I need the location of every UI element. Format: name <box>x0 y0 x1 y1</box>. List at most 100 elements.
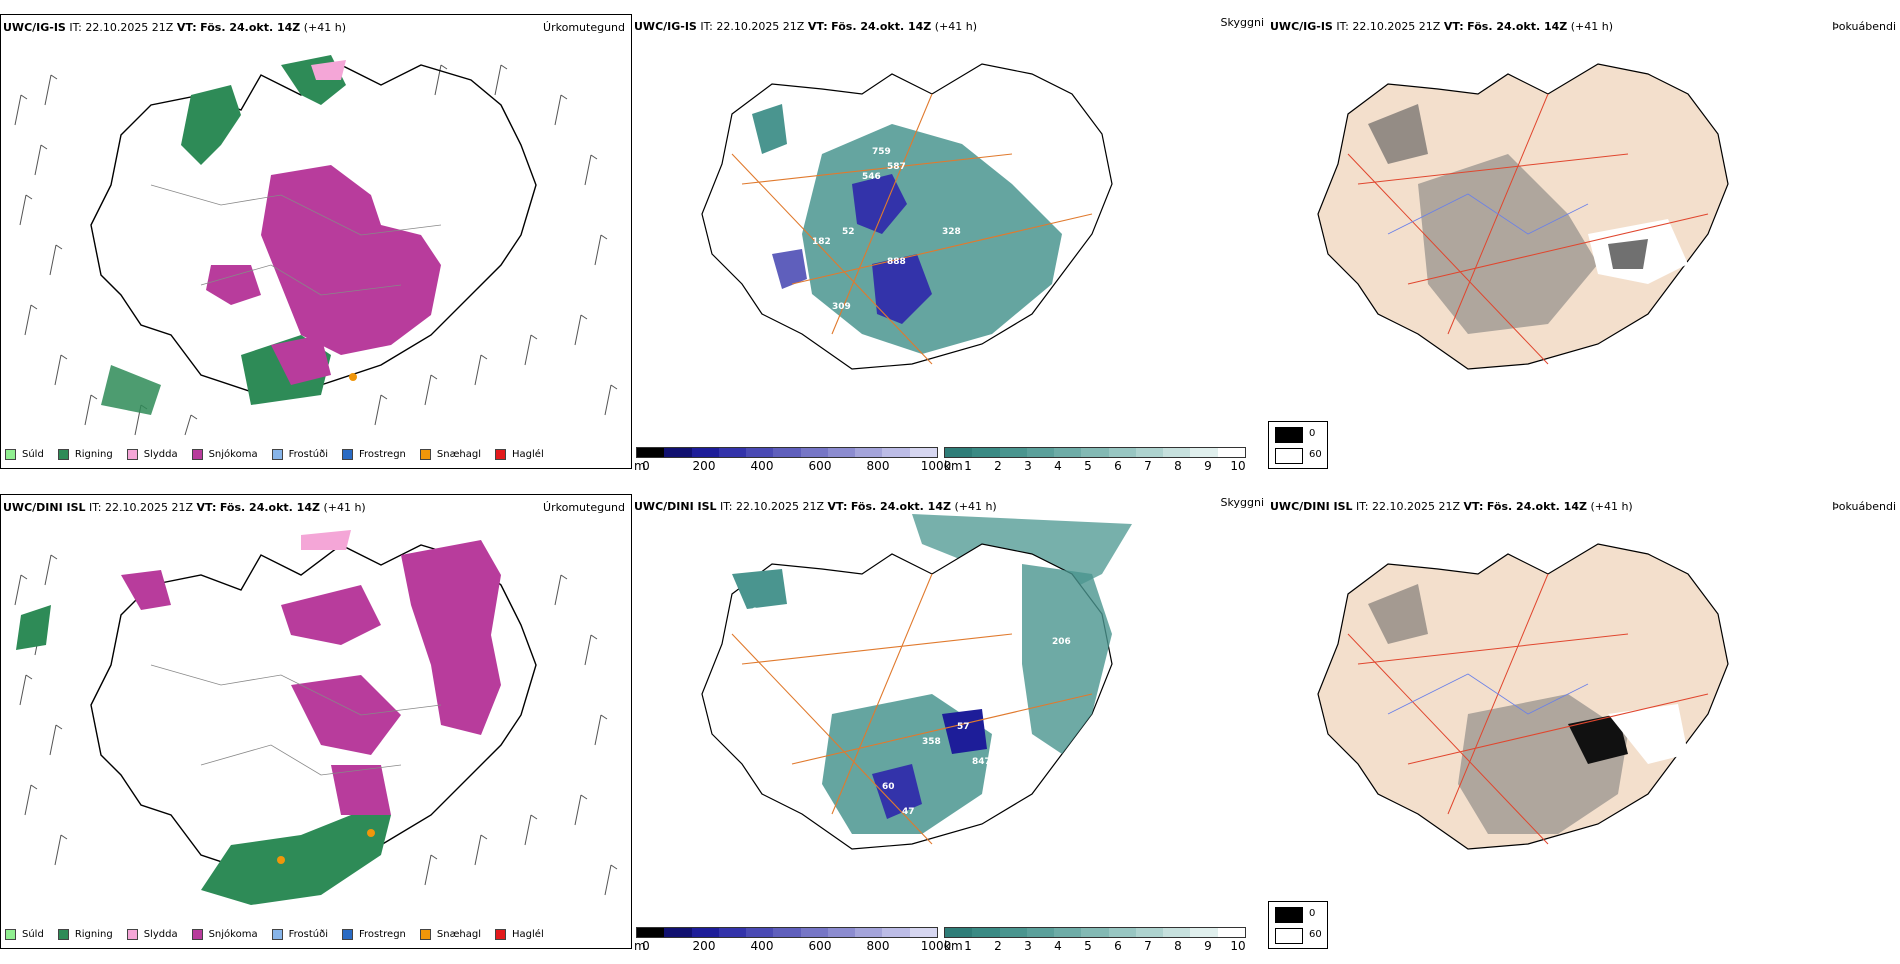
colorbar-tick: 6 <box>1114 459 1122 473</box>
precip-map <box>14 55 618 436</box>
map-label: 546 <box>862 172 881 182</box>
colorbar-tick: 9 <box>1204 459 1212 473</box>
legend-item: Frostregn <box>342 448 406 460</box>
colorbar-segment <box>909 928 937 937</box>
colorbar-tick: 400 <box>750 459 774 473</box>
map-label: 358 <box>922 737 941 747</box>
panel-header: UWC/IG-IS IT: 22.10.2025 21Z VT: Fös. 24… <box>3 21 347 34</box>
colorbar-segment <box>664 448 692 457</box>
panel-title: Þokuábendi <box>1832 500 1896 513</box>
colorbar-segment <box>999 448 1027 457</box>
map-label: 888 <box>887 257 906 267</box>
legend-item: Haglél <box>495 448 544 460</box>
visibility-map: 759 587 546 328 888 309 52 182 <box>701 63 1113 370</box>
legend-item: Snjókoma <box>191 928 258 940</box>
fog-legend-low: 60 <box>1309 449 1322 460</box>
colorbar-segment <box>972 448 1000 457</box>
colorbar-segment <box>637 448 665 457</box>
colorbar-segment <box>664 928 692 937</box>
visibility-ticks: 1 2 3 4 5 6 7 8 9 10 <box>964 459 1245 473</box>
colorbar-segment <box>1054 448 1082 457</box>
fog-legend: 0 60 <box>1268 421 1328 469</box>
legend-item: Snjókoma <box>191 448 258 460</box>
colorbar-tick: 5 <box>1084 459 1092 473</box>
map-label: 309 <box>832 302 851 312</box>
visibility-panel: UWC/DINI ISL IT: 22.10.2025 21Z VT: Fös.… <box>632 494 1268 953</box>
precip-legend: Súld Rigning Slydda Snjókoma Frostúði Fr… <box>5 446 558 462</box>
panel-header: UWC/DINI ISL IT: 22.10.2025 21Z VT: Fös.… <box>1270 500 1633 513</box>
colorbar-segment <box>1081 928 1109 937</box>
colorbar-tick: 0 <box>642 459 650 473</box>
legend-item: Haglél <box>495 928 544 940</box>
ceiling-unit: m <box>634 939 646 953</box>
colorbar-tick: 800 <box>866 939 890 953</box>
legend-item: Frostúði <box>271 928 328 940</box>
visibility-unit: km <box>944 939 963 953</box>
colorbar-tick: 4 <box>1054 939 1062 953</box>
colorbar-tick: 600 <box>808 939 832 953</box>
fog-legend-high: 0 <box>1309 428 1316 439</box>
colorbar-tick: 1000 <box>920 459 952 473</box>
colorbar-segment <box>1054 928 1082 937</box>
legend-item: Rigning <box>57 928 113 940</box>
colorbar-tick: 7 <box>1144 459 1152 473</box>
panel-header: UWC/DINI ISL IT: 22.10.2025 21Z VT: Fös.… <box>3 501 366 514</box>
colorbars: m 0 200 400 600 800 1000 km 1 2 3 4 5 6 7 8 9 10 <box>632 443 1268 473</box>
colorbar-segment <box>882 928 910 937</box>
map-label: 182 <box>812 237 831 247</box>
map-label: 52 <box>842 227 855 237</box>
colorbar-segment <box>909 448 937 457</box>
legend-item: Súld <box>5 448 44 460</box>
colorbar-tick: 2 <box>994 939 1002 953</box>
colorbar-tick: 3 <box>1024 939 1032 953</box>
fog-swatch-high <box>1275 427 1303 443</box>
fog-panel: UWC/IG-IS IT: 22.10.2025 21Z VT: Fös. 24… <box>1268 14 1900 469</box>
panel-header: UWC/DINI ISL IT: 22.10.2025 21Z VT: Fös.… <box>634 500 997 513</box>
colorbar-segment <box>1026 448 1055 457</box>
colorbar-tick: 0 <box>642 939 650 953</box>
colorbar-segment <box>1108 448 1136 457</box>
colorbar-segment <box>773 448 801 457</box>
colorbar-tick: 7 <box>1144 939 1152 953</box>
map-label: 930 <box>752 607 771 617</box>
legend-item: Snæhagl <box>419 928 481 940</box>
fog-swatch-low <box>1275 928 1303 944</box>
visibility-colorbar <box>944 927 1246 938</box>
colorbar-tick: 600 <box>808 459 832 473</box>
colorbar-segment <box>999 928 1027 937</box>
colorbar-tick: 800 <box>866 459 890 473</box>
colorbar-tick: 1 <box>964 459 972 473</box>
colorbar-segment <box>1026 928 1055 937</box>
legend-item: Súld <box>5 928 44 940</box>
colorbar-tick: 10 <box>1230 939 1246 953</box>
colorbar-tick: 200 <box>692 459 716 473</box>
colorbar-segment <box>746 448 774 457</box>
colorbar-segment <box>718 928 747 937</box>
colorbar-tick: 3 <box>1024 459 1032 473</box>
colorbar-segment <box>882 448 910 457</box>
fog-map <box>1317 543 1729 850</box>
colorbar-tick: 4 <box>1054 459 1062 473</box>
colorbar-segment <box>855 928 883 937</box>
legend-item: Frostúði <box>271 448 328 460</box>
colorbar-segment <box>1190 448 1218 457</box>
row-dini-isl: UWC/DINI ISL IT: 22.10.2025 21Z VT: Fös.… <box>0 494 1900 964</box>
colorbar-tick: 8 <box>1174 939 1182 953</box>
colorbar-segment <box>1163 928 1191 937</box>
colorbar-tick: 8 <box>1174 459 1182 473</box>
map-label: 57 <box>957 722 970 732</box>
legend-item: Frostregn <box>342 928 406 940</box>
colorbar-segment <box>1190 928 1218 937</box>
panel-header: UWC/IG-IS IT: 22.10.2025 21Z VT: Fös. 24… <box>1270 20 1614 33</box>
colorbar-segment <box>800 448 828 457</box>
precip-legend: Súld Rigning Slydda Snjókoma Frostúði Fr… <box>5 926 558 942</box>
precip-type-panel: UWC/IG-IS IT: 22.10.2025 21Z VT: Fös. 24… <box>0 14 632 469</box>
fog-swatch-high <box>1275 907 1303 923</box>
fog-legend-high: 0 <box>1309 908 1316 919</box>
colorbar-segment <box>855 448 883 457</box>
colorbar-segment <box>972 928 1000 937</box>
colorbar-segment <box>827 928 856 937</box>
colorbar-segment <box>1081 448 1109 457</box>
map-label: 47 <box>902 807 915 817</box>
map-label: 847 <box>972 757 991 767</box>
